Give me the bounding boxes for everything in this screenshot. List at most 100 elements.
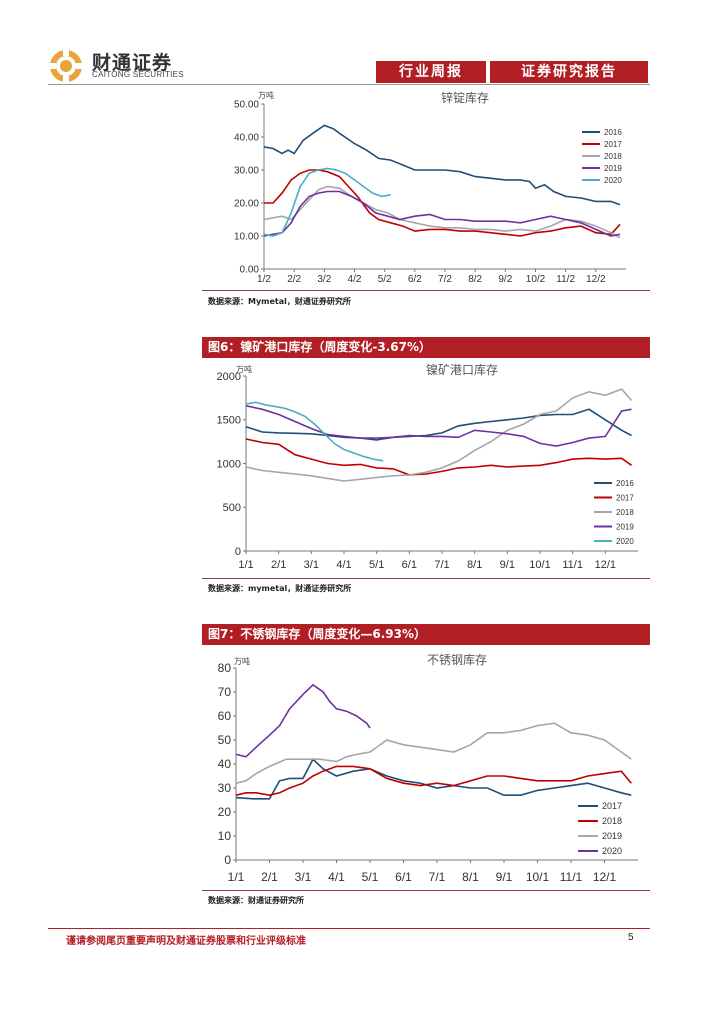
legend-label-2019: 2019: [602, 831, 622, 841]
x-tick-label: 12/1: [595, 559, 616, 571]
nickel-ore-inventory-chart: 0 500 1000 1500 2000 1/1 2/1 3/1 4/1 5/1 6/1 7/1 8/1…: [217, 362, 638, 571]
x-tick-label: 8/1: [467, 559, 482, 571]
figure-divider: [202, 578, 650, 579]
x-tick-label: 10/1: [529, 559, 550, 571]
legend-label-2016: 2016: [604, 128, 622, 137]
x-tick-label: 9/1: [500, 559, 515, 571]
y-tick-label: 2000: [217, 371, 241, 383]
y-tick-label: 30: [218, 781, 232, 795]
y-tick-label: 10.00: [234, 232, 259, 243]
x-tick-label: 2/1: [261, 870, 278, 884]
x-tick-label: 10/1: [526, 870, 550, 884]
series-line-2018: [263, 185, 621, 239]
x-tick-label: 6/1: [395, 870, 412, 884]
y-tick-label: 50: [218, 733, 232, 747]
y-tick-label: 40: [218, 757, 232, 771]
legend-label-2020: 2020: [604, 176, 622, 185]
y-tick-label: 500: [223, 502, 241, 514]
y-tick-label: 0: [235, 546, 241, 558]
x-tick-label: 7/1: [429, 870, 446, 884]
y-tick-label: 0.00: [240, 265, 260, 276]
y-tick-label: 1500: [217, 415, 241, 427]
fig6-title: 图6：镍矿港口库存（周度变化-3.67%）: [202, 337, 650, 358]
x-tick-label: 9/2: [498, 274, 512, 285]
series-line-2019: [245, 405, 632, 447]
legend-label-2019: 2019: [604, 164, 622, 173]
legend-label-2020: 2020: [616, 537, 634, 546]
series-line-2019: [235, 722, 632, 784]
zinc-inventory-chart: 0.00 10.00 20.00 30.00 40.00 50.00 1/2 2/2 3/2 4/…: [234, 90, 626, 285]
legend-label-2018: 2018: [616, 508, 634, 517]
brand-name-en: CAITONG SECURITIES: [92, 70, 184, 79]
series-line-2019: [263, 190, 621, 237]
page-number: 5: [628, 932, 634, 943]
x-tick-label: 9/1: [496, 870, 513, 884]
x-tick-label: 7/1: [434, 559, 449, 571]
brand-name-cn: 财通证券: [92, 52, 173, 74]
x-tick-label: 11/2: [556, 274, 575, 285]
series-line-2016: [263, 124, 621, 206]
y-tick-label: 0: [224, 853, 231, 867]
legend-label-2018: 2018: [604, 152, 622, 161]
legend-label-2017: 2017: [604, 140, 622, 149]
series-line-2020: [235, 683, 371, 758]
y-tick-label: 60: [218, 709, 232, 723]
y-tick-label: 20: [218, 805, 232, 819]
x-tick-label: 11/1: [560, 870, 583, 884]
x-tick-label: 4/1: [328, 870, 345, 884]
x-tick-label: 11/1: [562, 559, 583, 571]
y-tick-label: 30.00: [234, 166, 259, 177]
series-line-2020: [245, 401, 384, 462]
legend-label-2016: 2016: [616, 479, 634, 488]
legend-label-2019: 2019: [616, 523, 634, 532]
series-line-2020: [263, 167, 391, 237]
x-tick-label: 2/2: [287, 274, 301, 285]
series-line-2017: [264, 169, 621, 237]
x-tick-label: 3/1: [304, 559, 319, 571]
fig7-source: 数据来源：财通证券研究所: [208, 896, 304, 905]
x-tick-label: 8/2: [468, 274, 482, 285]
figure-divider: [202, 290, 650, 291]
x-tick-label: 6/2: [408, 274, 422, 285]
x-tick-label: 5/1: [369, 559, 384, 571]
series-line-2017: [235, 757, 632, 800]
x-tick-label: 2/1: [271, 559, 286, 571]
report-category-badge: 证券研究报告: [490, 61, 648, 83]
x-tick-label: 7/2: [438, 274, 452, 285]
series-line-2018: [235, 765, 632, 797]
x-tick-label: 4/2: [348, 274, 362, 285]
x-tick-label: 5/1: [362, 870, 379, 884]
caitong-logo-icon: [50, 50, 82, 82]
x-tick-label: 1/1: [238, 559, 253, 571]
series-line-2016: [245, 408, 632, 441]
y-tick-label: 20.00: [234, 199, 259, 210]
fig6-source: 数据来源：mymetal，财通证券研究所: [208, 584, 352, 593]
x-tick-label: 10/2: [526, 274, 546, 285]
fig7-title: 图7：不锈钢库存（周度变化—6.93%）: [202, 624, 650, 645]
x-tick-label: 5/2: [378, 274, 392, 285]
series-line-2017: [245, 438, 632, 476]
y-axis-unit-label: 万吨: [236, 364, 252, 374]
legend-label-2017: 2017: [616, 494, 634, 503]
y-tick-label: 50.00: [234, 100, 259, 111]
fig5-source: 数据来源：Mymetal，财通证券研究所: [208, 297, 351, 306]
legend-label-2020: 2020: [602, 846, 622, 856]
legend-label-2018: 2018: [602, 816, 622, 826]
x-tick-label: 12/1: [593, 870, 617, 884]
x-tick-label: 3/2: [317, 274, 331, 285]
figure-divider: [202, 890, 650, 891]
x-tick-label: 4/1: [336, 559, 351, 571]
y-tick-label: 80: [218, 661, 232, 675]
x-tick-label: 6/1: [402, 559, 417, 571]
chart-title: 不锈钢库存: [427, 652, 487, 667]
chart-title: 锌锭库存: [441, 90, 489, 105]
x-tick-label: 8/1: [462, 870, 479, 884]
y-tick-label: 40.00: [234, 133, 259, 144]
stainless-inventory-chart: 0 10 20 30 40 50 60 70 80 1/1 2/1 3/1 4/1 5/1 6/1 7/1 8/…: [218, 652, 638, 884]
y-axis-unit-label: 万吨: [234, 656, 250, 666]
header-divider: [48, 84, 650, 85]
y-tick-label: 70: [218, 685, 232, 699]
legend-label-2017: 2017: [602, 801, 622, 811]
x-tick-label: 1/2: [257, 274, 271, 285]
